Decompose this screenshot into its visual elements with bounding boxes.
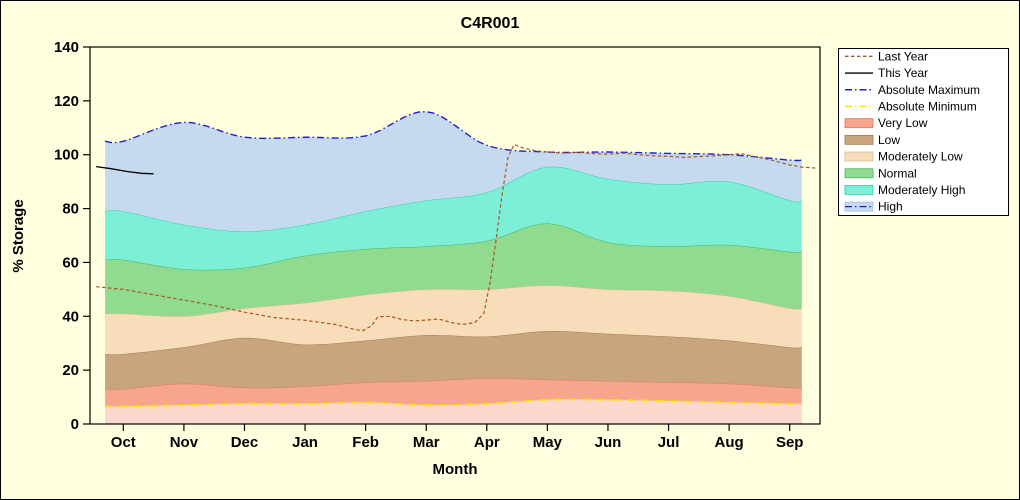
legend-label-normal: Normal [878,166,917,180]
band-high [105,111,802,232]
y-tick-label: 140 [54,39,79,56]
band-normal [105,223,802,317]
legend-item-very-low: Very Low [844,116,928,130]
legend-label-last-year: Last Year [878,49,928,63]
legend-item-absolute-minimum: Absolute Minimum [845,99,977,113]
legend-item-last-year: Last Year [845,49,928,63]
x-tick-label: Jun [595,434,622,451]
x-tick-label: Mar [413,434,440,451]
chart-title: C4R001 [461,15,520,32]
y-tick-label: 60 [62,254,79,271]
legend-label-this-year: This Year [878,66,928,80]
x-tick-label: Dec [231,434,259,451]
y-tick-label: 0 [71,416,79,433]
plot-area: 0 20 40 60 80 100 120 140 Oct Nov Dec Jan Feb Mar Apr M… [54,39,821,451]
legend-label-moderately-low: Moderately Low [878,150,963,164]
x-tick-label: Oct [111,434,136,451]
legend-item-this-year: This Year [845,66,928,80]
x-tick-label: Feb [352,434,379,451]
band-below-minimum [105,399,802,424]
legend-item-absolute-maximum: Absolute Maximum [845,83,980,97]
absolute-minimum-line [105,398,802,408]
legend-item-moderately-high: Moderately High [844,183,965,197]
x-tick-label: Sep [776,434,804,451]
x-tick-label: Nov [170,434,199,451]
y-tick-label: 120 [54,93,79,110]
plot-border [89,46,821,425]
x-tick-label: Aug [715,434,744,451]
band-moderately-high [105,166,802,270]
y-tick-label: 20 [62,362,79,379]
band-low [105,331,802,390]
x-tick-label: May [533,434,563,451]
last-year-line [96,143,818,332]
legend-swatch-normal [844,168,874,179]
x-tick-label: Jan [292,434,318,451]
legend-label-absolute-maximum: Absolute Maximum [878,83,980,97]
y-axis-title: % Storage [10,199,27,272]
legend-swatch-low [844,134,874,145]
y-tick-label: 100 [54,147,79,164]
legend-swatch-very-low [844,118,874,129]
legend-item-high: High [844,200,903,214]
this-year-line [96,165,154,175]
legend-item-moderately-low: Moderately Low [844,150,963,164]
x-tick-label: Apr [474,434,500,451]
absolute-maximum-line [105,110,802,162]
legend-label-moderately-high: Moderately High [878,183,965,197]
y-tick-label: 40 [62,308,79,325]
legend-label-absolute-minimum: Absolute Minimum [878,99,977,113]
legend-item-low: Low [844,133,900,147]
legend-swatch-moderately-low [844,151,874,162]
x-tick-label: Jul [658,434,680,451]
legend-label-low: Low [878,133,900,147]
legend-label-high: High [878,200,903,214]
y-tick-label: 80 [62,201,79,218]
legend: Last Year This Year Absolute Maximum Absolu… [838,48,1009,216]
x-axis-title: Month [433,461,478,478]
band-moderately-low [105,285,802,355]
legend-swatch-moderately-high [844,185,874,195]
legend-item-normal: Normal [844,166,917,180]
legend-label-very-low: Very Low [878,116,928,130]
